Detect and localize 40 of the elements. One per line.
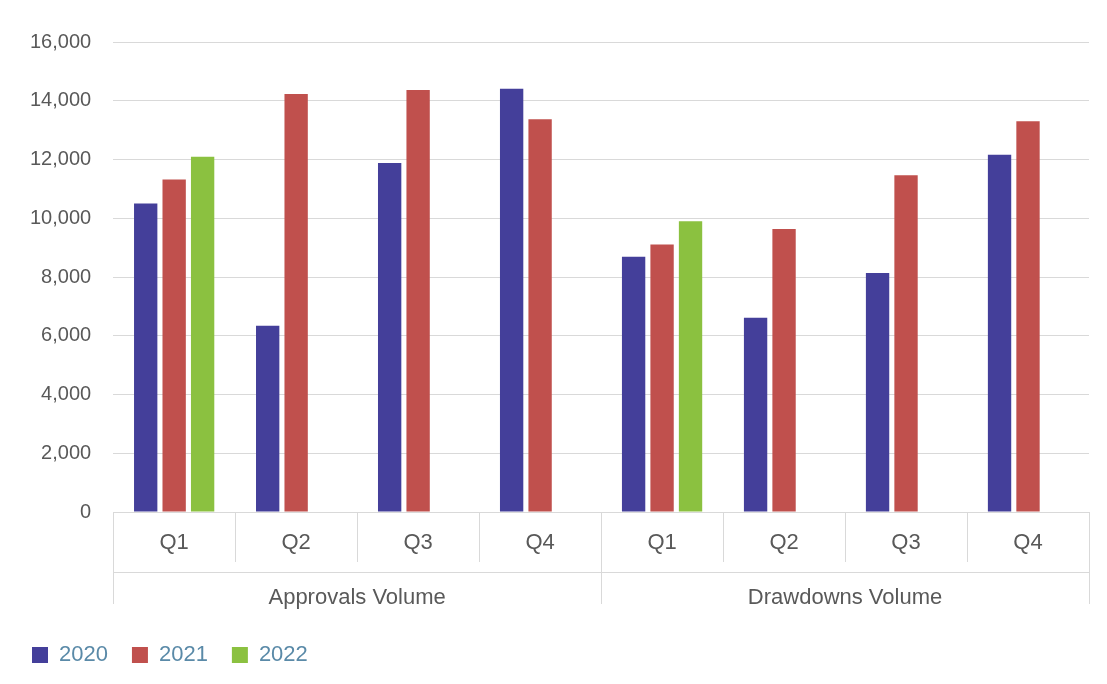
legend-label: 2021 <box>158 641 208 667</box>
bar <box>406 89 430 512</box>
legend-label: 2020 <box>59 641 108 667</box>
y-tick-label: 0 <box>80 499 92 522</box>
y-tick-label: 16,000 <box>30 29 92 52</box>
bar <box>894 175 918 512</box>
y-tick-label: 2,000 <box>41 440 92 463</box>
bar <box>1016 121 1040 512</box>
x-tick-label: Q3 <box>891 529 921 555</box>
y-tick-label: 4,000 <box>41 382 92 405</box>
legend-label: 2022 <box>258 641 308 667</box>
bar <box>528 119 552 512</box>
bar <box>743 317 768 512</box>
x-tick-label: Q2 <box>769 529 799 555</box>
bar <box>772 229 796 512</box>
x-tick-label: Q3 <box>403 529 433 555</box>
bar <box>134 203 158 512</box>
bar <box>190 156 215 512</box>
bar <box>256 325 280 512</box>
bar <box>865 272 890 512</box>
bar <box>377 163 402 512</box>
x-tick-label: Q4 <box>525 529 555 555</box>
text: Drawdowns Volume <box>747 584 943 610</box>
bar <box>621 256 646 512</box>
bar <box>987 154 1012 512</box>
x-tick-label: Q2 <box>281 529 311 555</box>
y-tick-label: 8,000 <box>41 264 92 287</box>
y-tick-label: 14,000 <box>30 88 92 111</box>
bar <box>650 244 674 512</box>
x-tick-label: Q1 <box>647 529 677 555</box>
y-tick-label: 6,000 <box>41 323 92 346</box>
bar <box>499 88 524 512</box>
bar <box>162 179 186 512</box>
y-tick-label: 12,000 <box>30 147 92 170</box>
y-tick-label: 10,000 <box>30 205 92 228</box>
x-tick-label: Q4 <box>1013 529 1043 555</box>
bar <box>678 221 703 512</box>
bar <box>284 93 308 512</box>
text: Approvals Volume <box>268 584 446 610</box>
x-tick-label: Q1 <box>159 529 189 555</box>
